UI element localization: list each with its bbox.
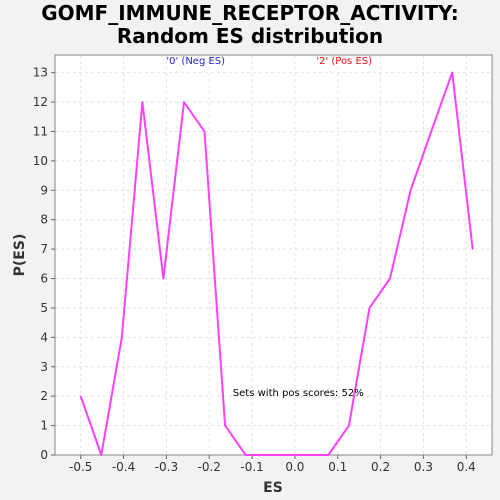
data-point bbox=[451, 72, 453, 74]
y-tick-label: 8 bbox=[40, 213, 48, 227]
y-axis-label: P(ES) bbox=[12, 234, 28, 277]
chart-title: GOMF_IMMUNE_RECEPTOR_ACTIVITY: Random ES… bbox=[0, 2, 500, 48]
x-tick-label: 0.2 bbox=[371, 460, 390, 474]
y-tick-label: 9 bbox=[40, 183, 48, 197]
data-point bbox=[410, 189, 412, 191]
data-point bbox=[348, 425, 350, 427]
data-point bbox=[183, 101, 185, 103]
x-tick-label: -0.3 bbox=[155, 460, 178, 474]
data-point bbox=[307, 454, 309, 456]
annotations: '0' (Neg ES) '2' (Pos ES) Sets with pos sc… bbox=[166, 56, 372, 399]
y-tick-label: 6 bbox=[40, 272, 48, 286]
x-tick-label: -0.1 bbox=[240, 460, 263, 474]
y-tick-label: 4 bbox=[40, 330, 48, 344]
ticks: -0.5 -0.4 -0.3 -0.2 -0.1 0.0 0.1 0.2 0.3 0.401234… bbox=[33, 66, 476, 474]
plot-area bbox=[55, 55, 492, 455]
x-tick-label: 0.1 bbox=[328, 460, 347, 474]
data-point bbox=[224, 425, 226, 427]
x-tick-label: 0.4 bbox=[457, 460, 476, 474]
data-point bbox=[430, 130, 432, 132]
y-tick-label: 10 bbox=[33, 154, 48, 168]
data-point bbox=[368, 307, 370, 309]
y-tick-label: 7 bbox=[40, 242, 48, 256]
data-point bbox=[141, 101, 143, 103]
y-tick-label: 12 bbox=[33, 95, 48, 109]
x-tick-label: -0.2 bbox=[198, 460, 221, 474]
y-tick-label: 1 bbox=[40, 419, 48, 433]
data-point bbox=[265, 454, 267, 456]
series-line bbox=[79, 71, 474, 456]
data-point bbox=[472, 248, 474, 250]
x-tick-label: 0.3 bbox=[414, 460, 433, 474]
data-point bbox=[162, 278, 164, 280]
x-tick-label: -0.5 bbox=[69, 460, 92, 474]
chart-title-line-1: GOMF_IMMUNE_RECEPTOR_ACTIVITY: bbox=[41, 1, 459, 25]
y-tick-label: 5 bbox=[40, 301, 48, 315]
chart-title-line-2: Random ES distribution bbox=[116, 24, 384, 48]
data-point bbox=[204, 130, 206, 132]
x-tick-label: -0.4 bbox=[112, 460, 135, 474]
annotation-text: '0' (Neg ES) bbox=[166, 56, 225, 67]
annotation-text: Sets with pos scores: 52% bbox=[233, 388, 364, 399]
data-point bbox=[121, 336, 123, 338]
annotation-text: '2' (Pos ES) bbox=[316, 56, 372, 67]
data-point bbox=[389, 278, 391, 280]
y-tick-label: 13 bbox=[33, 66, 48, 80]
data-point bbox=[100, 454, 102, 456]
y-tick-label: 3 bbox=[40, 360, 48, 374]
data-point bbox=[80, 395, 82, 397]
y-tick-label: 0 bbox=[40, 448, 48, 462]
data-point bbox=[245, 454, 247, 456]
y-tick-label: 2 bbox=[40, 389, 48, 403]
data-point bbox=[286, 454, 288, 456]
y-tick-label: 11 bbox=[33, 124, 48, 138]
x-tick-label: 0.0 bbox=[285, 460, 304, 474]
data-point bbox=[327, 454, 329, 456]
series-group bbox=[79, 71, 474, 456]
x-axis-label: ES bbox=[263, 480, 283, 496]
